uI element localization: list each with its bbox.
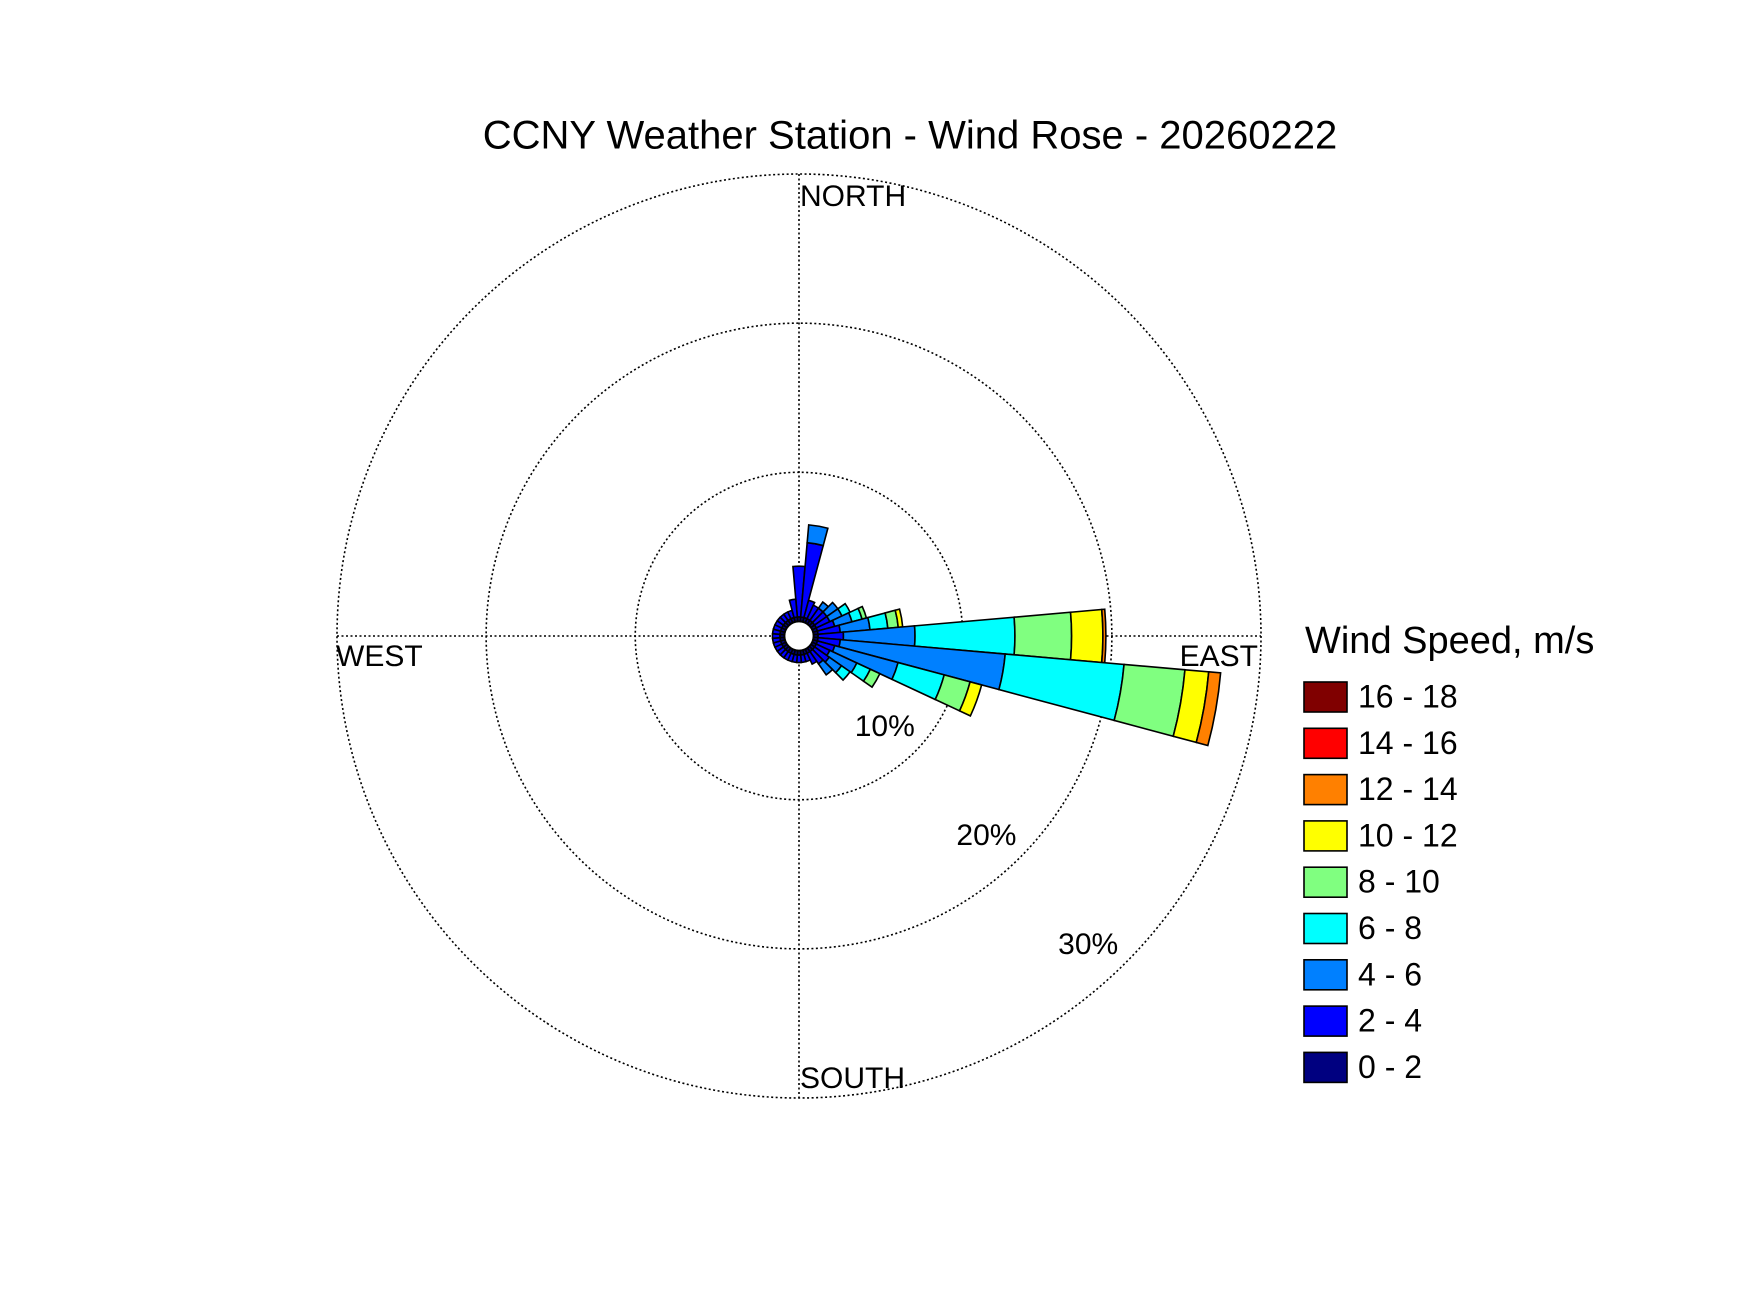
grid-ring	[485, 322, 1113, 950]
legend-swatch	[1303, 958, 1348, 991]
legend-title: Wind Speed, m/s	[1305, 620, 1594, 662]
legend-label: 4 - 6	[1358, 956, 1422, 992]
center-hole	[783, 620, 815, 652]
petal-segment	[806, 524, 829, 547]
r-tick-label: 20%	[956, 819, 1016, 852]
legend-swatch	[1303, 681, 1348, 713]
petal-segment	[805, 650, 818, 666]
petal-segment	[788, 598, 799, 619]
legend-swatch	[1303, 912, 1348, 945]
petal-segment	[1069, 608, 1104, 664]
legend-label: 12 - 14	[1358, 771, 1458, 807]
legend-swatch	[1303, 1005, 1348, 1037]
legend-swatch	[1303, 1051, 1348, 1084]
direction-label: SOUTH	[800, 1062, 905, 1095]
petal-segment	[802, 599, 816, 620]
legend-label: 2 - 4	[1358, 1003, 1422, 1039]
petal-segment	[817, 658, 834, 676]
legend-label: 8 - 10	[1358, 864, 1440, 900]
grid-ring	[336, 173, 1262, 1099]
grid	[336, 173, 1262, 1099]
legend-label: 14 - 16	[1358, 725, 1458, 761]
labels: NORTH EAST SOUTH WEST 10% 20% 30%	[336, 180, 1258, 1095]
legend-label: 6 - 8	[1358, 910, 1422, 946]
legend-swatch	[1303, 727, 1348, 760]
direction-label: NORTH	[800, 180, 906, 213]
r-tick-label: 30%	[1058, 928, 1118, 961]
petal-segment	[862, 668, 881, 689]
legend-swatch	[1303, 773, 1348, 806]
legend-swatch	[1303, 820, 1348, 852]
petal-segment	[1013, 611, 1073, 661]
petal-segment	[834, 664, 852, 682]
r-tick-label: 10%	[855, 710, 915, 743]
legend-label: 16 - 18	[1358, 678, 1458, 714]
direction-label: EAST	[1180, 640, 1258, 673]
direction-label: WEST	[336, 640, 423, 673]
petal-segment	[1100, 608, 1107, 664]
petal-segment	[958, 680, 983, 717]
legend-label: 10 - 12	[1358, 817, 1458, 853]
petal-segment	[1195, 670, 1222, 747]
chart-title: CCNY Weather Station - Wind Rose - 20260…	[483, 114, 1338, 158]
legend-label: 0 - 2	[1358, 1049, 1422, 1085]
legend-swatch	[1303, 866, 1348, 899]
petals	[771, 524, 1222, 747]
legend: 0 - 2 2 - 4 4 - 6 6 - 8 8 - 10 10 - 12 12 - 14…	[1303, 678, 1458, 1085]
